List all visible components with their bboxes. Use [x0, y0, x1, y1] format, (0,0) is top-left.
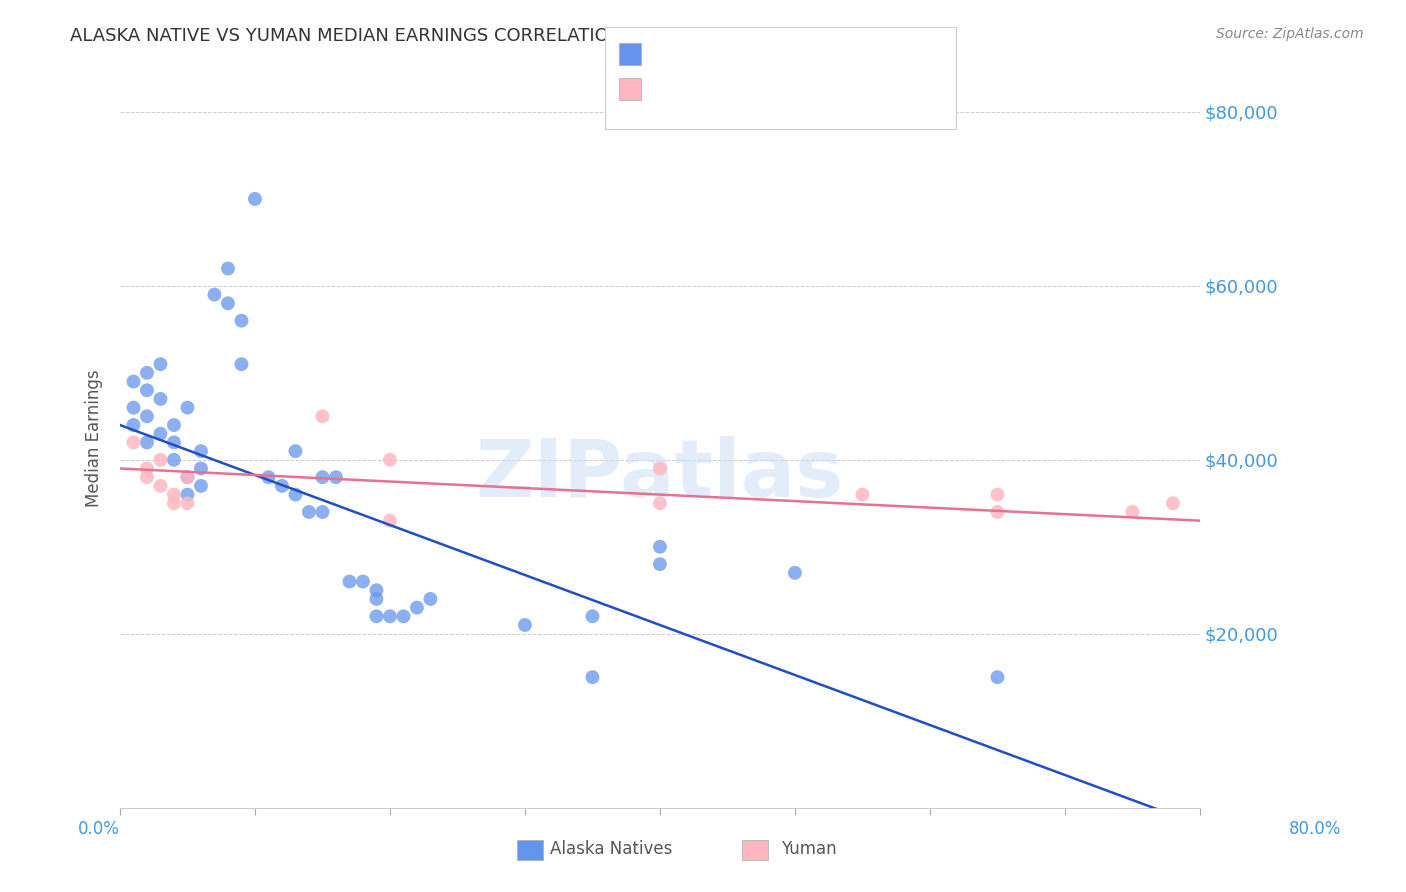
- Point: [163, 487, 186, 501]
- Point: [366, 609, 388, 624]
- Point: [149, 426, 172, 441]
- Point: [190, 479, 212, 493]
- Point: [176, 487, 198, 501]
- Point: [783, 566, 806, 580]
- Point: [378, 609, 401, 624]
- Point: [406, 600, 429, 615]
- Point: [851, 487, 873, 501]
- Point: [311, 409, 333, 424]
- Point: [311, 470, 333, 484]
- Text: R = -0.528: R = -0.528: [644, 52, 725, 67]
- Point: [136, 435, 159, 450]
- Point: [136, 470, 159, 484]
- Text: 80.0%: 80.0%: [1288, 820, 1341, 838]
- Point: [136, 383, 159, 397]
- Point: [284, 444, 307, 458]
- Text: R = -0.291: R = -0.291: [644, 87, 725, 103]
- Point: [217, 261, 239, 276]
- Text: ALASKA NATIVE VS YUMAN MEDIAN EARNINGS CORRELATION CHART: ALASKA NATIVE VS YUMAN MEDIAN EARNINGS C…: [70, 27, 689, 45]
- Text: ZIPatlas: ZIPatlas: [475, 436, 844, 514]
- Point: [136, 366, 159, 380]
- Y-axis label: Median Earnings: Median Earnings: [86, 369, 103, 507]
- Point: [149, 392, 172, 406]
- Point: [122, 375, 145, 389]
- Point: [392, 609, 415, 624]
- Point: [149, 479, 172, 493]
- Point: [243, 192, 266, 206]
- Point: [986, 670, 1008, 684]
- Point: [378, 452, 401, 467]
- Point: [136, 409, 159, 424]
- Point: [298, 505, 321, 519]
- Point: [513, 618, 536, 632]
- Text: Yuman: Yuman: [780, 840, 837, 858]
- Point: [231, 357, 253, 371]
- Point: [419, 591, 441, 606]
- Point: [366, 583, 388, 598]
- Point: [163, 435, 186, 450]
- Point: [204, 287, 226, 301]
- Point: [986, 487, 1008, 501]
- Point: [352, 574, 374, 589]
- Point: [581, 670, 603, 684]
- Point: [122, 401, 145, 415]
- Text: N = 19: N = 19: [787, 87, 841, 103]
- Point: [163, 496, 186, 510]
- Point: [190, 444, 212, 458]
- Point: [122, 435, 145, 450]
- Point: [271, 479, 294, 493]
- Text: N = 49: N = 49: [787, 52, 841, 67]
- Text: Source: ZipAtlas.com: Source: ZipAtlas.com: [1216, 27, 1364, 41]
- Point: [986, 505, 1008, 519]
- Point: [378, 514, 401, 528]
- Point: [648, 540, 671, 554]
- Point: [149, 357, 172, 371]
- Point: [581, 609, 603, 624]
- Point: [648, 557, 671, 571]
- Point: [231, 314, 253, 328]
- Point: [149, 452, 172, 467]
- Text: 0.0%: 0.0%: [77, 820, 120, 838]
- Point: [1121, 505, 1143, 519]
- Point: [648, 496, 671, 510]
- Point: [122, 417, 145, 432]
- Point: [163, 452, 186, 467]
- Point: [648, 461, 671, 475]
- Point: [339, 574, 361, 589]
- Point: [311, 505, 333, 519]
- Point: [136, 461, 159, 475]
- Point: [163, 417, 186, 432]
- Point: [217, 296, 239, 310]
- Point: [176, 470, 198, 484]
- Point: [284, 487, 307, 501]
- Point: [325, 470, 347, 484]
- Point: [366, 591, 388, 606]
- Point: [176, 401, 198, 415]
- Point: [257, 470, 280, 484]
- Text: Alaska Natives: Alaska Natives: [550, 840, 673, 858]
- Point: [176, 470, 198, 484]
- Point: [176, 496, 198, 510]
- Point: [190, 461, 212, 475]
- Point: [1161, 496, 1184, 510]
